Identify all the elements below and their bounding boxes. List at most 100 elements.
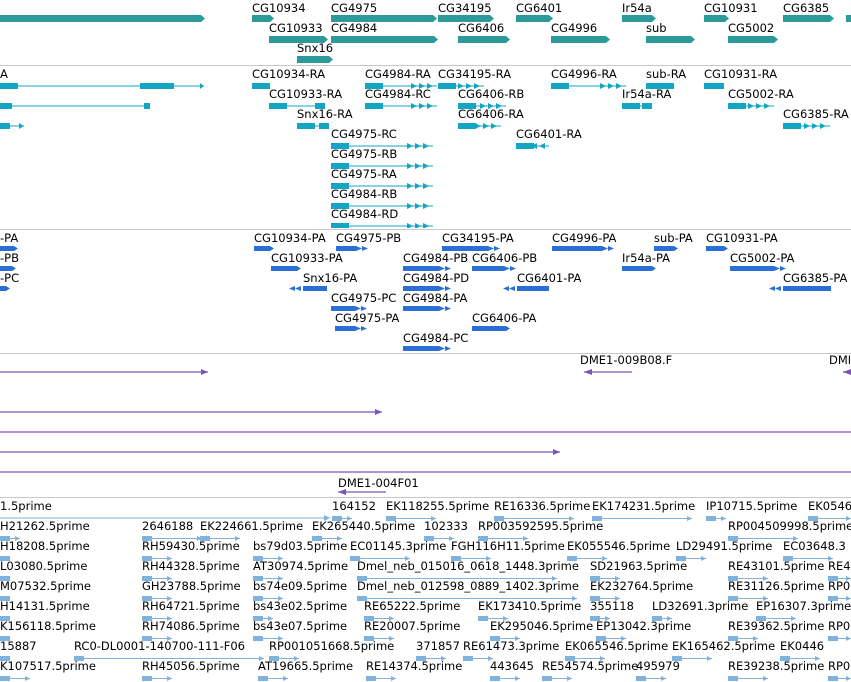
mrna-feature[interactable]: CG5002-RA xyxy=(0,66,794,109)
est-feature[interactable]: 102333 xyxy=(0,498,468,541)
clone-feature[interactable]: DME1-004F01 xyxy=(0,354,419,495)
protein-feature[interactable]: Snx16-PA xyxy=(0,230,357,291)
est-feature[interactable]: AT30974.5prime xyxy=(0,498,348,581)
est-feature[interactable]: AT19665.5prime xyxy=(0,498,353,681)
est-feature[interactable]: RP0 xyxy=(0,498,851,641)
est-feature[interactable]: RE16336.5prime xyxy=(0,498,590,521)
clone-feature[interactable] xyxy=(0,354,851,433)
est-feature[interactable]: Dmel_neb_015016_0618_1448.3prime xyxy=(0,498,579,581)
mrna-feature[interactable]: CG6401-RA xyxy=(0,66,582,149)
est-feature[interactable]: EP16307.3prime xyxy=(0,498,851,621)
est-feature[interactable]: RH44328.5prime xyxy=(0,498,240,581)
est-feature[interactable]: LD32691.3prime xyxy=(0,498,748,621)
protein-feature[interactable]: CG5002-PA xyxy=(0,230,794,271)
est-feature[interactable]: RE54574.5prime xyxy=(0,498,638,681)
gene-feature[interactable] xyxy=(0,0,205,22)
protein-feature[interactable]: CG4984-PD xyxy=(0,230,469,291)
mrna-feature[interactable]: Snx16-RA xyxy=(0,66,353,129)
est-feature[interactable]: bs43e07.5prime xyxy=(0,498,347,641)
est-feature[interactable]: 1.5prime xyxy=(0,498,330,521)
protein-feature[interactable]: CG34195-PA xyxy=(0,230,514,251)
gene-feature[interactable]: CG4996 xyxy=(0,0,610,43)
est-feature[interactable]: EK224661.5prime xyxy=(0,498,303,541)
mrna-feature[interactable] xyxy=(0,66,24,129)
est-feature[interactable]: 443645 xyxy=(0,498,534,681)
mrna-feature[interactable]: CG4975-RA xyxy=(0,66,433,189)
est-feature[interactable]: LD29491.5prime xyxy=(0,498,772,561)
est-feature[interactable]: H21262.5prime xyxy=(0,498,90,541)
est-feature[interactable]: RP003592595.5prime xyxy=(0,498,603,541)
clone-feature[interactable] xyxy=(0,354,851,473)
mrna-feature[interactable]: CG4984-RB xyxy=(0,66,433,209)
est-feature[interactable]: K107517.5prime xyxy=(0,498,96,681)
est-feature[interactable]: EK165462.5prime xyxy=(0,498,775,661)
protein-feature[interactable]: CG6401-PA xyxy=(0,230,581,291)
clone-feature[interactable] xyxy=(0,354,208,375)
est-feature[interactable]: EK0546 xyxy=(0,498,851,521)
est-feature[interactable]: H18208.5prime xyxy=(0,498,90,561)
protein-feature[interactable]: Ir54a-PA xyxy=(0,230,670,271)
gene-feature[interactable]: CG6406 xyxy=(0,0,510,43)
est-feature[interactable]: RE20007.5prime xyxy=(0,498,460,641)
protein-feature[interactable]: CG6385-PA xyxy=(0,230,847,291)
est-feature[interactable]: RE4 xyxy=(0,498,851,581)
mrna-feature[interactable]: CG10931-RA xyxy=(0,66,777,89)
est-feature[interactable]: K156118.5prime xyxy=(0,498,96,641)
gene-feature[interactable]: CG5002 xyxy=(0,0,778,43)
est-feature[interactable]: 355118 xyxy=(0,498,634,621)
mrna-feature[interactable]: CG4975-RC xyxy=(0,66,433,149)
est-feature[interactable]: 495979 xyxy=(0,498,680,681)
est-feature[interactable]: RP0 xyxy=(0,498,851,681)
est-feature[interactable]: EC01145.3prime xyxy=(0,498,446,561)
protein-feature[interactable]: sub-PA xyxy=(0,230,693,251)
mrna-feature[interactable]: CG10934-RA xyxy=(0,66,325,89)
mrna-feature[interactable]: CG4984-RA xyxy=(0,66,437,89)
est-feature[interactable]: bs79d03.5prime xyxy=(0,498,347,561)
est-feature[interactable]: RP004509998.5prime xyxy=(0,498,851,541)
clone-feature[interactable]: DME1-009B08.F xyxy=(0,354,672,375)
est-feature[interactable]: EK295046.5prime xyxy=(0,498,593,641)
est-feature[interactable]: FGH116H11.5prime xyxy=(0,498,565,561)
mrna-feature[interactable]: sub-RA xyxy=(0,66,686,89)
protein-feature[interactable]: CG6406-PA xyxy=(0,230,536,331)
protein-feature[interactable]: -PA xyxy=(0,230,18,251)
est-feature[interactable]: RH45056.5prime xyxy=(0,498,240,681)
gene-feature[interactable]: CG6401 xyxy=(0,0,562,22)
est-feature[interactable]: EP13042.3prime xyxy=(0,498,691,641)
gene-feature[interactable]: CG10931 xyxy=(0,0,758,22)
est-feature[interactable]: M07532.5prime xyxy=(0,498,91,601)
est-feature[interactable]: RH74086.5prime xyxy=(0,498,240,641)
clone-feature[interactable] xyxy=(0,354,382,415)
est-feature[interactable]: RE39362.5prime xyxy=(0,498,824,641)
protein-feature[interactable]: CG6406-PB xyxy=(0,230,537,271)
est-feature[interactable]: IP10715.5prime xyxy=(0,498,797,521)
mrna-feature[interactable]: CG6406-RA xyxy=(0,66,524,129)
protein-feature[interactable]: CG4975-PC xyxy=(0,230,396,311)
est-feature[interactable]: EK265440.5prime xyxy=(0,498,415,541)
est-feature[interactable]: RC0-DL0001-140700-111-F06 xyxy=(0,498,264,661)
protein-feature[interactable]: -PC xyxy=(0,230,19,291)
mrna-feature[interactable]: Ir54a-RA xyxy=(0,66,671,109)
mrna-feature[interactable]: CG6385-RA xyxy=(0,66,849,129)
est-feature[interactable]: 371857 xyxy=(0,498,460,661)
est-feature[interactable]: Dmel_neb_012598_0889_1402.3prime xyxy=(0,498,579,601)
est-feature[interactable]: EK055546.5prime xyxy=(0,498,670,561)
est-feature[interactable]: RE39238.5prime xyxy=(0,498,824,681)
est-feature[interactable]: H14131.5prime xyxy=(0,498,90,621)
est-feature[interactable]: SD21963.5prime xyxy=(0,498,687,581)
est-feature[interactable]: RP001051668.5prime xyxy=(0,498,394,661)
est-feature[interactable]: L03080.5prime xyxy=(0,498,87,581)
est-feature[interactable]: EK174231.5prime xyxy=(0,498,695,521)
est-feature[interactable]: 15887 xyxy=(0,498,37,661)
gene-feature[interactable]: sub xyxy=(0,0,695,43)
mrna-feature[interactable]: CG10933-RA xyxy=(0,66,342,109)
est-feature[interactable]: EK173410.5prime xyxy=(0,498,581,621)
protein-feature[interactable]: -PB xyxy=(0,230,19,271)
clone-feature[interactable]: DMI xyxy=(0,354,851,375)
mrna-feature[interactable] xyxy=(0,66,150,109)
protein-feature[interactable]: CG4984-PB xyxy=(0,230,468,271)
est-feature[interactable]: 2646188 xyxy=(0,498,202,541)
est-feature[interactable]: RE31126.5prime xyxy=(0,498,824,601)
protein-feature[interactable]: CG10931-PA xyxy=(0,230,778,251)
est-feature[interactable]: EK118255.5prime xyxy=(0,498,489,521)
